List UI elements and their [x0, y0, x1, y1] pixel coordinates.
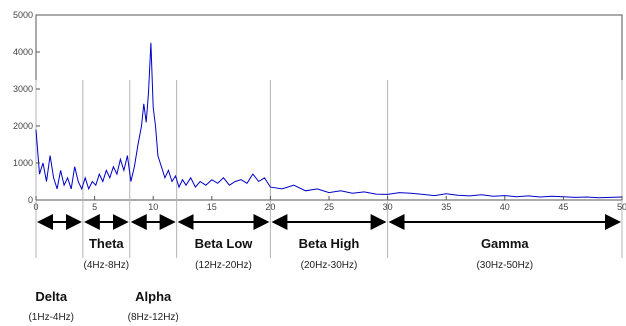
band-name-label: Alpha [135, 289, 172, 304]
x-tick-label: 25 [324, 202, 334, 212]
band-labels: Theta (4Hz-8Hz) Beta Low (12Hz-20Hz) Beta Hi… [28, 236, 533, 323]
x-tick-label: 0 [33, 202, 38, 212]
x-tick-label: 40 [500, 202, 510, 212]
band-name-label: Beta High [299, 236, 360, 251]
plot-frame [35, 14, 623, 201]
x-tick-label: 10 [148, 202, 158, 212]
y-tick-label: 5000 [13, 10, 33, 20]
x-tick-label: 30 [383, 202, 393, 212]
x-tick-label: 35 [441, 202, 451, 212]
y-tick-label: 0 [28, 195, 33, 205]
band-range-label: (8Hz-12Hz) [128, 312, 179, 323]
band-boundary-lines [35, 80, 623, 258]
y-tick-label: 2000 [13, 121, 33, 131]
y-tick-label: 1000 [13, 158, 33, 168]
x-tick-label: 15 [207, 202, 217, 212]
x-tick-label: 45 [558, 202, 568, 212]
axis-ticks: 0 5 10 15 20 25 30 35 40 45 50 0 1000 2000 3000 4000 500… [13, 10, 626, 212]
x-tick-label: 5 [92, 202, 97, 212]
x-tick-label: 20 [265, 202, 275, 212]
band-range-label: (30Hz-50Hz) [476, 260, 533, 271]
spectrum-series [35, 42, 623, 199]
y-tick-label: 4000 [13, 47, 33, 57]
band-range-label: (20Hz-30Hz) [301, 260, 358, 271]
x-tick-label: 50 [617, 202, 626, 212]
band-name-label: Delta [35, 289, 68, 304]
band-name-label: Beta Low [195, 236, 254, 251]
plot-axes [35, 14, 623, 201]
spectrum-line [35, 42, 623, 199]
band-name-label: Gamma [481, 236, 529, 251]
band-range-label: (4Hz-8Hz) [84, 260, 130, 271]
y-tick-label: 3000 [13, 84, 33, 94]
band-range-label: (1Hz-4Hz) [28, 312, 74, 323]
band-range-label: (12Hz-20Hz) [195, 260, 252, 271]
band-name-label: Theta [89, 236, 124, 251]
